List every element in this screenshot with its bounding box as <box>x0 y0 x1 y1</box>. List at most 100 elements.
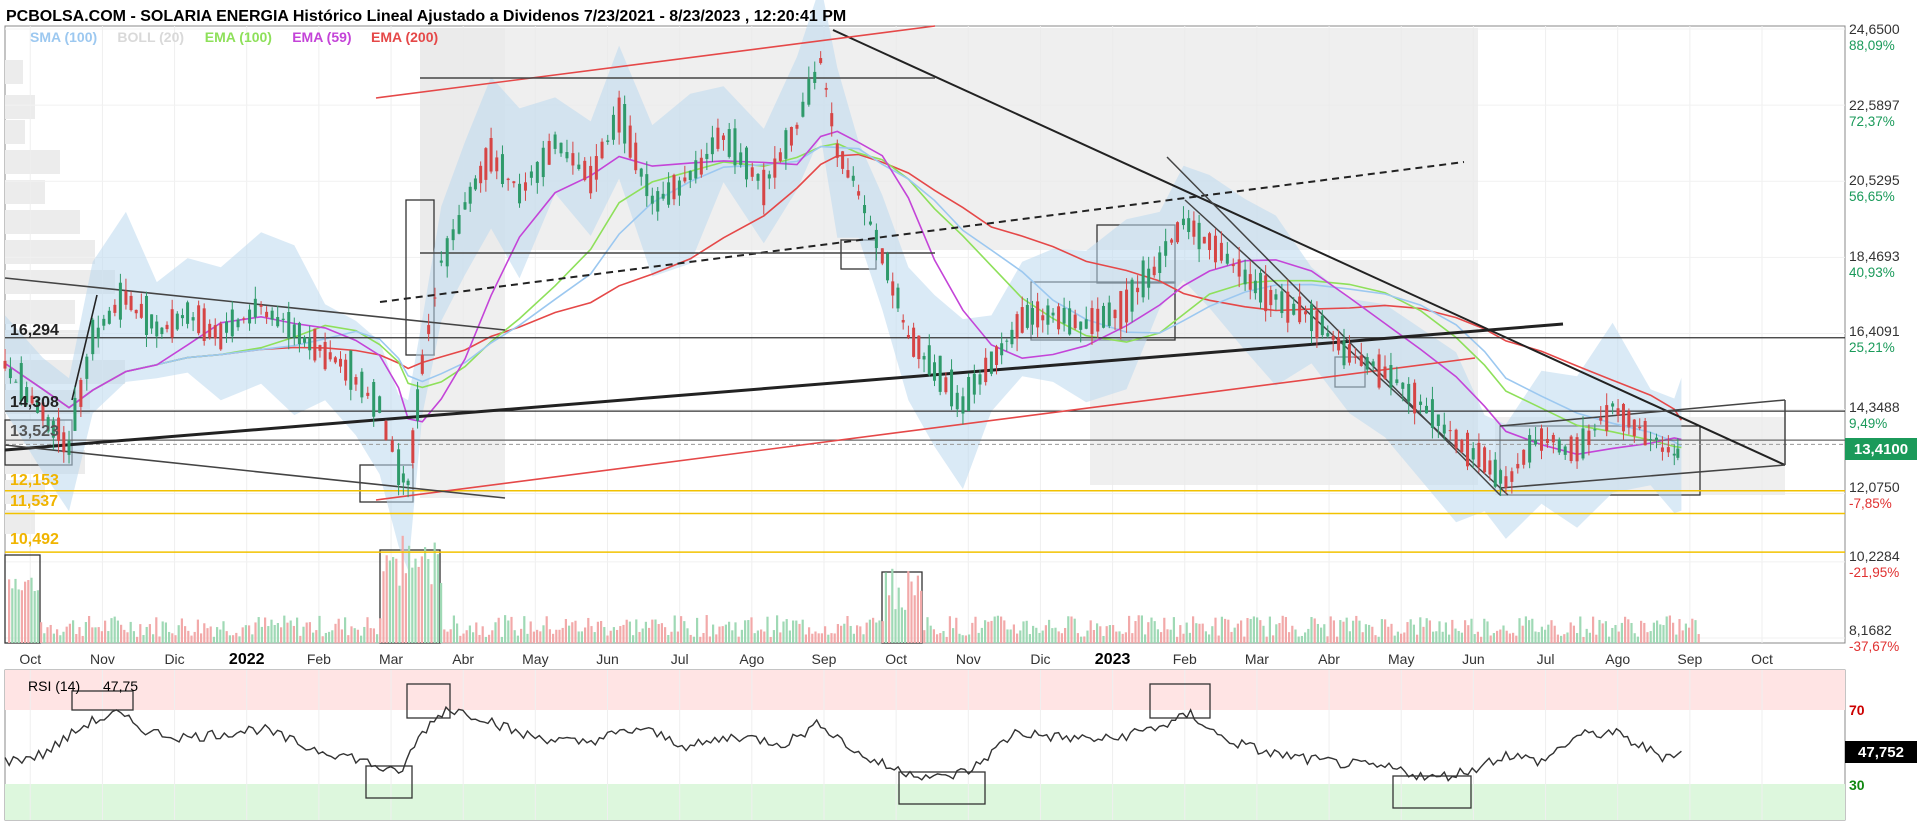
candle-body <box>1347 344 1351 363</box>
volume-bar <box>936 634 939 643</box>
candle-body <box>1170 239 1174 243</box>
volume-bar <box>177 625 180 643</box>
volume-bar <box>100 631 103 643</box>
candle-body <box>1377 354 1381 388</box>
candle-body <box>1627 411 1631 428</box>
volume-bar <box>180 618 183 643</box>
candle-body <box>716 127 720 149</box>
volume-bar <box>1387 626 1390 643</box>
volume-bar <box>862 634 865 643</box>
candle-body <box>917 335 921 360</box>
volume-bar <box>827 634 830 643</box>
volume-bar <box>1540 626 1543 643</box>
volume-bar <box>1076 633 1079 643</box>
candle-body <box>880 248 884 264</box>
candle-body <box>495 157 499 172</box>
rsi-path <box>4 705 1682 782</box>
volume-bar <box>1358 620 1361 643</box>
volume-bar <box>504 615 507 643</box>
time-tick-label: May <box>1388 651 1414 667</box>
volume-bar <box>766 616 769 643</box>
volume-bar <box>673 615 676 643</box>
volume-bar <box>1416 634 1419 643</box>
volume-profile-bar <box>5 120 25 144</box>
volume-bar <box>1476 631 1479 643</box>
candle-body <box>1395 379 1399 384</box>
rally-line <box>71 294 98 401</box>
candle-body <box>155 321 159 337</box>
volume-bar <box>702 632 705 643</box>
volume-bar <box>657 624 660 643</box>
volume-bar <box>1499 629 1502 643</box>
candle-body <box>150 314 154 329</box>
candle-body <box>67 440 71 455</box>
volume-bar <box>424 547 427 643</box>
volume-bar <box>984 620 987 643</box>
volume-bar <box>500 636 503 643</box>
percent-tick-label: 72,37% <box>1849 114 1895 129</box>
volume-bar <box>433 542 436 643</box>
volume-bar <box>590 626 593 643</box>
volume-bar <box>814 631 817 643</box>
volume-bar <box>1595 634 1598 643</box>
candle-body <box>1298 296 1302 323</box>
volume-bar <box>1320 627 1323 643</box>
volume-bar <box>1496 630 1499 643</box>
candle-body <box>744 147 748 180</box>
volume-bar <box>1592 616 1595 643</box>
volume-bar <box>763 631 766 643</box>
volume-bar <box>1572 625 1575 643</box>
volume-bar <box>1288 632 1291 643</box>
volume-bar <box>603 627 606 643</box>
volume-bar <box>1467 625 1470 643</box>
candle-body <box>1621 403 1625 432</box>
candle-body <box>1337 337 1341 351</box>
volume-bar <box>408 545 411 643</box>
volume-bar <box>184 626 187 643</box>
volume-bar <box>648 627 651 643</box>
volume-bar <box>1208 634 1211 643</box>
volume-bar <box>222 621 225 643</box>
percent-tick-label: 56,65% <box>1849 189 1895 204</box>
volume-bar <box>1537 632 1540 643</box>
volume-bar <box>241 627 244 643</box>
volume-bar <box>436 554 439 643</box>
volume-bar <box>280 627 283 643</box>
volume-bar <box>68 623 71 643</box>
candle-body <box>297 322 301 345</box>
rsi-line <box>4 705 1682 782</box>
candle-body <box>1192 220 1196 237</box>
volume-bar <box>641 628 644 643</box>
candle-body <box>650 195 654 204</box>
volume-bar <box>1390 623 1393 643</box>
candle-body <box>683 177 687 182</box>
candle-body <box>571 153 575 166</box>
volume-bar <box>238 636 241 643</box>
volume-bar <box>1051 628 1054 643</box>
time-tick-label: Abr <box>1318 651 1340 667</box>
time-tick-label: Dic <box>1030 651 1050 667</box>
candle-body <box>789 126 793 146</box>
volume-bar <box>734 622 737 643</box>
volume-bar <box>1032 625 1035 643</box>
candle-body <box>762 169 766 206</box>
volume-bar <box>856 625 859 643</box>
volume-bar <box>536 629 539 643</box>
volume-bar <box>1454 628 1457 643</box>
volume-bar <box>526 633 529 643</box>
candle-body <box>8 368 12 379</box>
candle-body <box>225 321 229 333</box>
candle-body <box>1248 274 1252 290</box>
volume-bar <box>971 622 974 643</box>
volume-bar <box>952 628 955 643</box>
candle-body <box>384 421 388 440</box>
volume-bar <box>606 635 609 643</box>
candle-body <box>807 78 811 105</box>
candle-body <box>479 165 483 184</box>
volume-bar <box>1518 618 1521 643</box>
volume-bar <box>744 620 747 643</box>
volume-bar <box>334 623 337 643</box>
volume-bar <box>593 632 596 643</box>
candle-body <box>577 164 581 170</box>
